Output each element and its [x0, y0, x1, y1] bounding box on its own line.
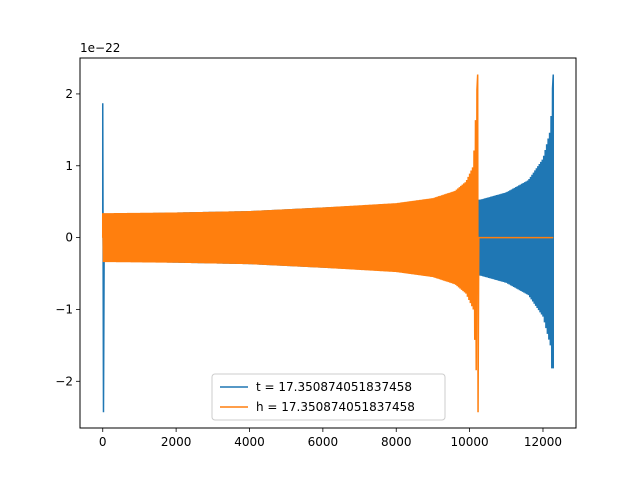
y-tick-label: −2: [55, 374, 73, 388]
legend-box: [211, 373, 446, 421]
y-tick-label: 0: [65, 231, 73, 245]
legend-label: h = 17.350874051837458: [256, 400, 415, 414]
plot-area: [101, 74, 555, 413]
axes-frame: [79, 57, 577, 429]
legend: t = 17.350874051837458 h = 17.35087405183…: [211, 373, 446, 421]
y-tick-label: 2: [65, 87, 73, 101]
y-offset-text: 1e−22: [80, 41, 120, 55]
x-axis: 0 2000 4000 6000 8000 10000 12000: [99, 428, 562, 449]
x-tick-label: 12000: [524, 435, 562, 449]
series-line-h: [101, 74, 554, 413]
y-tick-label: 1: [65, 159, 73, 173]
x-tick-label: 10000: [451, 435, 489, 449]
y-axis: −2 −1 0 1 2: [55, 87, 80, 388]
x-tick-label: 8000: [381, 435, 412, 449]
x-tick-label: 4000: [234, 435, 265, 449]
x-tick-label: 0: [99, 435, 107, 449]
x-tick-label: 2000: [161, 435, 192, 449]
y-tick-label: −1: [55, 302, 73, 316]
legend-label: t = 17.350874051837458: [256, 380, 412, 394]
x-tick-label: 6000: [308, 435, 339, 449]
